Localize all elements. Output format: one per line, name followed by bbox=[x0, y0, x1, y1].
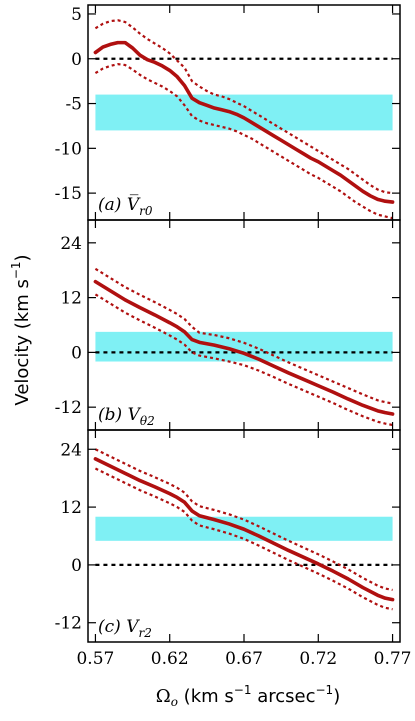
y-axis-title-close: ) bbox=[12, 254, 33, 261]
panel-label-subscript-3: r2 bbox=[138, 626, 151, 640]
series-upper-3 bbox=[94, 448, 393, 592]
y-tick-label-3-0: 24 bbox=[60, 440, 82, 460]
x-axis-title-unit2: arcsec bbox=[251, 686, 315, 707]
y-tick-label-3-1: 12 bbox=[60, 498, 82, 518]
band-1 bbox=[95, 94, 393, 131]
panel-3: 24 12 0 -12 (c) Vr2 bbox=[55, 429, 401, 643]
y-tick-label-3-2: 0 bbox=[71, 556, 82, 576]
panel-label-letter-3: (c) bbox=[98, 617, 126, 637]
x-axis-title-exp2: −1 bbox=[315, 683, 333, 697]
y-tick-label-2-1: 12 bbox=[60, 289, 82, 309]
band-2 bbox=[95, 331, 393, 362]
series-central-2 bbox=[93, 279, 395, 416]
panel-2: 24 12 0 -12 (b) Vθ2 bbox=[55, 219, 401, 431]
x-axis-title: Ωo (km s−1 arcsec−1) bbox=[156, 683, 340, 709]
series-central-3 bbox=[93, 457, 395, 602]
x-tick-label-4: 0.77 bbox=[374, 649, 412, 669]
y-axis-title-exp: −1 bbox=[9, 261, 23, 279]
series-upper-2 bbox=[94, 267, 393, 405]
x-axis-title-exp1: −1 bbox=[234, 683, 252, 697]
y-axis-title-main: Velocity (km s bbox=[12, 279, 33, 405]
panel-label-letter-2: (b) bbox=[98, 405, 128, 425]
panel-label-symbol-1: V̅ bbox=[127, 194, 141, 215]
panel-label-letter-1: (a) bbox=[98, 195, 127, 215]
y-tick-label-3-3: -12 bbox=[55, 614, 82, 634]
panel-label-symbol-3: V bbox=[126, 617, 140, 637]
x-tick-label-1: 0.62 bbox=[151, 649, 189, 669]
y-tick-label-2-0: 24 bbox=[60, 234, 82, 254]
panel-label-3: (c) Vr2 bbox=[98, 617, 152, 640]
x-tick-label-2: 0.67 bbox=[225, 649, 263, 669]
x-tick-label-3: 0.72 bbox=[299, 649, 337, 669]
panel-label-subscript-2: θ2 bbox=[140, 414, 155, 428]
series-lower-1 bbox=[94, 63, 393, 220]
y-tick-label-2-3: -12 bbox=[55, 398, 82, 418]
x-axis-title-sub: o bbox=[171, 695, 178, 709]
y-tick-label-1-3: -10 bbox=[55, 139, 82, 159]
y-tick-label-2-2: 0 bbox=[71, 343, 82, 363]
x-axis-title-close: ) bbox=[333, 686, 340, 707]
panel-label-2: (b) Vθ2 bbox=[98, 405, 155, 428]
y-axis-title: Velocity (km s−1) bbox=[9, 254, 33, 405]
x-tick-label-0: 0.57 bbox=[76, 649, 114, 669]
y-tick-label-1-1: 0 bbox=[71, 50, 82, 70]
frame-2 bbox=[87, 219, 401, 431]
series-central-1 bbox=[93, 40, 395, 204]
svg-text:Ωo (km s−1 arcsec−1): Ωo (km s−1 arcsec−1) bbox=[156, 683, 340, 709]
panel-label-subscript-1: r0 bbox=[139, 204, 153, 218]
series-lower-3 bbox=[94, 467, 393, 611]
y-tick-label-1-2: -5 bbox=[65, 95, 82, 115]
x-axis-title-omega: Ω bbox=[156, 686, 171, 707]
x-axis-title-unit: (km s bbox=[178, 686, 234, 707]
series-lower-2 bbox=[94, 293, 393, 427]
panel-label-1: (a) V̅r0 bbox=[98, 194, 153, 218]
y-tick-label-1-0: 5 bbox=[71, 5, 82, 25]
series-upper-1 bbox=[94, 19, 393, 195]
panels: 5 0 -5 -10 -15 (a) V̅r0 24 12 0 -12 (b) Vθ2 24 12 0 -1… bbox=[55, 4, 412, 669]
y-tick-label-1-4: -15 bbox=[55, 184, 82, 204]
svg-text:Velocity (km s−1): Velocity (km s−1) bbox=[9, 254, 33, 405]
panel-label-symbol-2: V bbox=[128, 405, 142, 425]
panel-1: 5 0 -5 -10 -15 (a) V̅r0 bbox=[55, 4, 401, 221]
